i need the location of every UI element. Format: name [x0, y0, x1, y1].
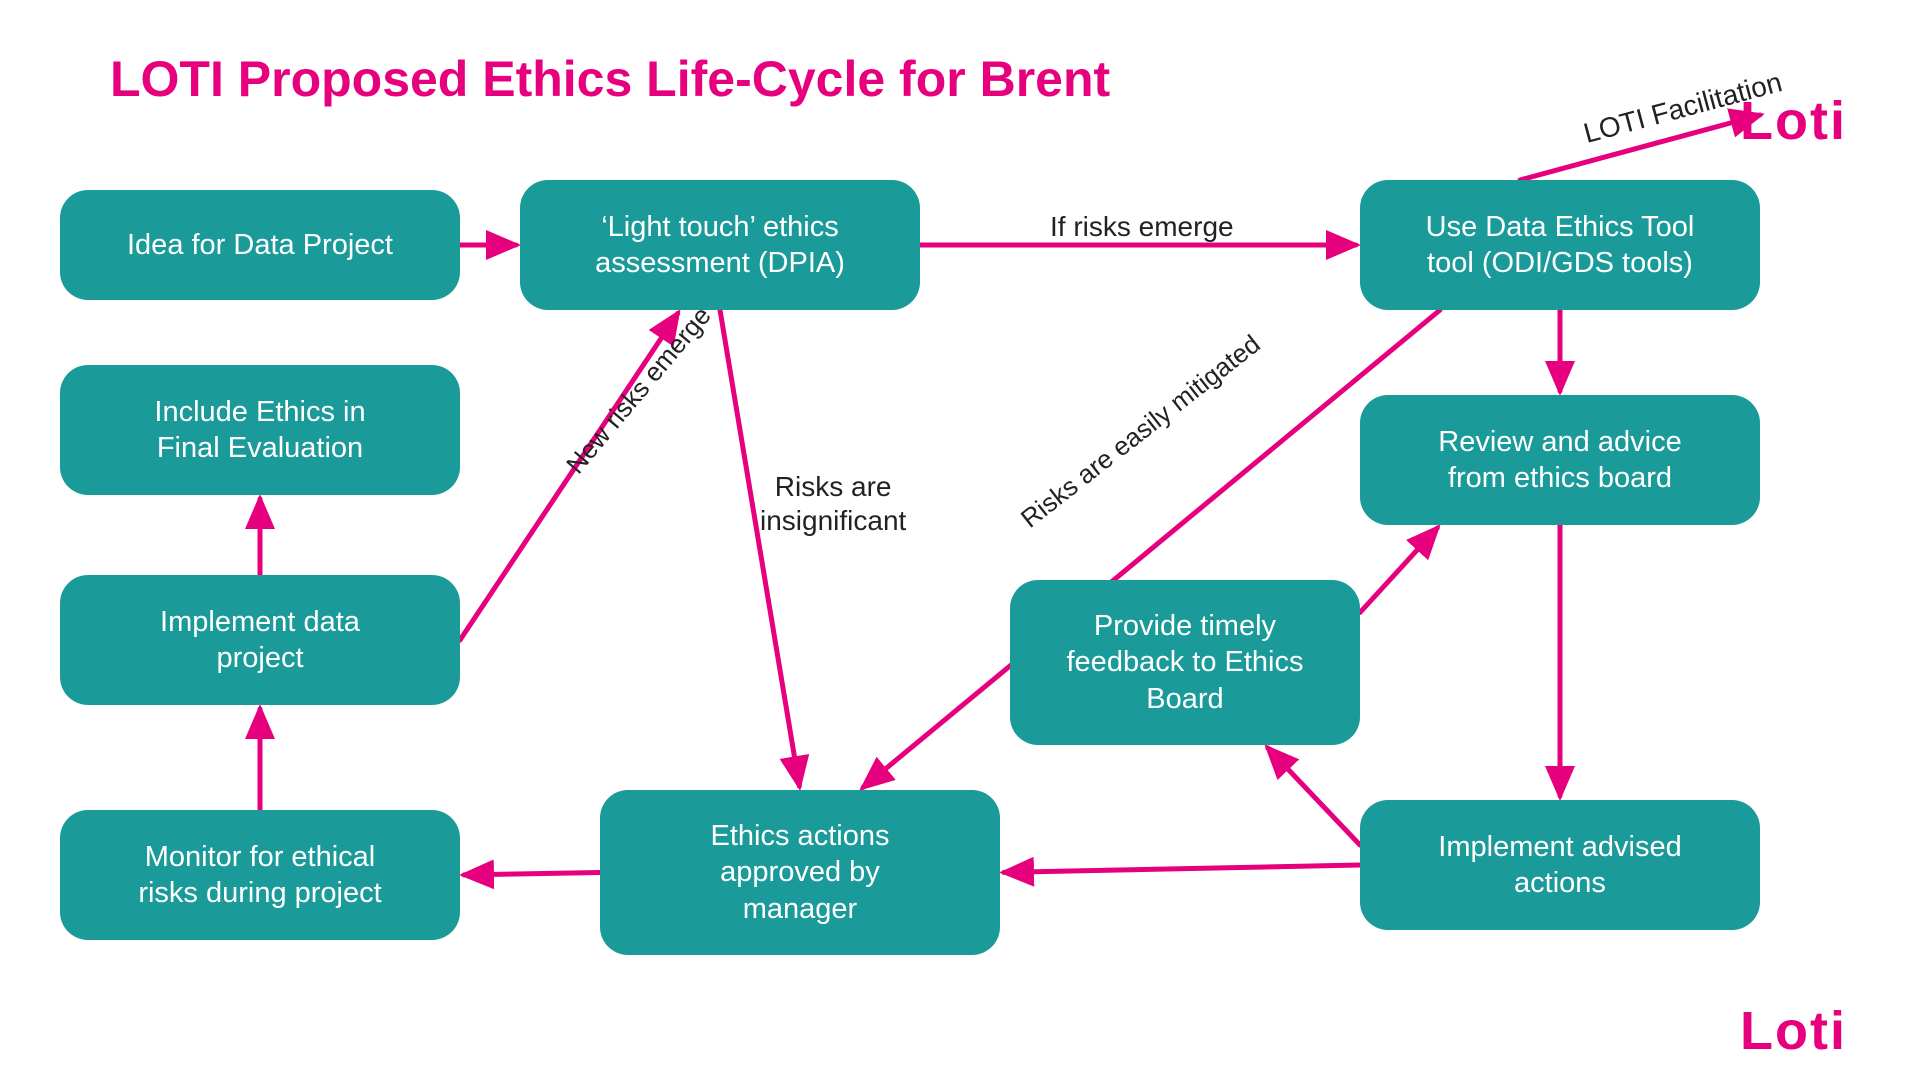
page-title: LOTI Proposed Ethics Life-Cycle for Bren…: [110, 50, 1110, 108]
node-light: ‘Light touch’ ethics assessment (DPIA): [520, 180, 920, 310]
node-approved: Ethics actions approved by manager: [600, 790, 1000, 955]
edge-label: If risks emerge: [1050, 210, 1234, 244]
loti-logo: Loti: [1740, 90, 1847, 152]
node-includeeval: Include Ethics in Final Evaluation: [60, 365, 460, 495]
edge-label: Risks are easily mitigated: [1015, 329, 1266, 535]
node-monitor: Monitor for ethical risks during project: [60, 810, 460, 940]
node-implproj: Implement data project: [60, 575, 460, 705]
node-ethicstool: Use Data Ethics Tool tool (ODI/GDS tools…: [1360, 180, 1760, 310]
node-review: Review and advice from ethics board: [1360, 395, 1760, 525]
node-impladv: Implement advised actions: [1360, 800, 1760, 930]
edge-label: Risks are insignificant: [760, 470, 906, 537]
node-feedback: Provide timely feedback to Ethics Board: [1010, 580, 1360, 745]
diagram-stage: LOTI Proposed Ethics Life-Cycle for Bren…: [0, 0, 1920, 1080]
loti-logo: Loti: [1740, 1000, 1847, 1062]
edge-label: New risks emerge: [560, 301, 718, 480]
node-idea: Idea for Data Project: [60, 190, 460, 300]
